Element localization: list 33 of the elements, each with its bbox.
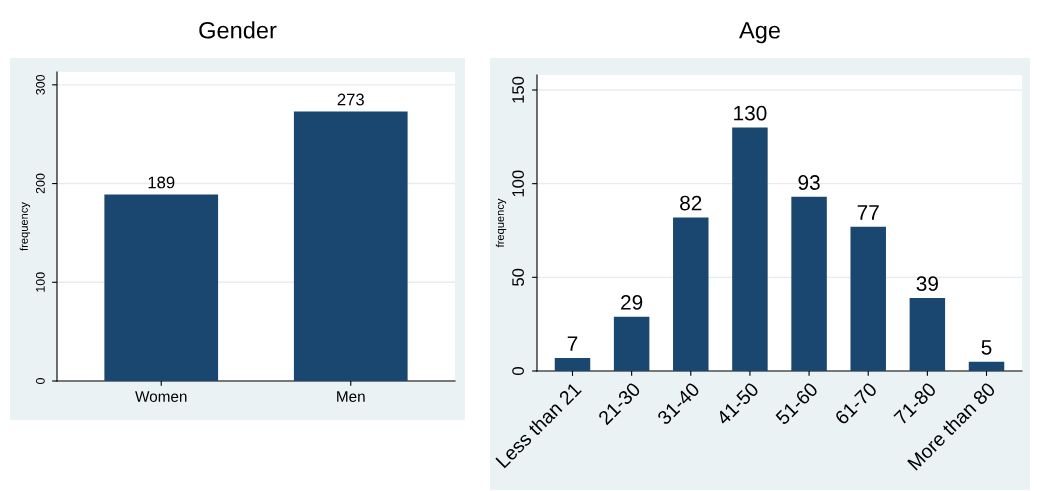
- data-label: 7: [567, 336, 578, 351]
- bar: [613, 316, 650, 371]
- y-tick-label: 300: [35, 74, 45, 95]
- data-label: 82: [680, 195, 702, 211]
- bar: [968, 361, 1005, 371]
- data-label: 5: [981, 340, 992, 355]
- y-tick-label: 150: [512, 76, 524, 103]
- chart-title: Age: [739, 22, 780, 44]
- data-label: 189: [148, 176, 175, 189]
- chart-title: Gender: [199, 21, 277, 39]
- x-tick-label: Women: [135, 391, 187, 402]
- data-label: 273: [337, 93, 364, 106]
- x-tick-label: Men: [337, 391, 365, 402]
- bar: [850, 226, 886, 371]
- y-axis-title: frequency: [19, 202, 31, 251]
- y-tick-label: 0: [35, 378, 45, 384]
- x-tick-label: Less than 21: [494, 381, 582, 469]
- bar: [791, 196, 827, 371]
- bar: [554, 357, 591, 371]
- bar: [673, 217, 709, 371]
- data-label: 130: [734, 105, 767, 121]
- bar: [732, 127, 768, 371]
- y-tick-label: 50: [512, 268, 524, 286]
- bar: [909, 297, 946, 371]
- data-label: 29: [621, 295, 643, 310]
- y-tick-label: 200: [35, 173, 45, 194]
- y-axis-title: frequency: [495, 198, 507, 248]
- data-label: 39: [916, 276, 938, 292]
- y-tick-label: 100: [512, 170, 524, 197]
- data-label: 93: [798, 175, 820, 190]
- y-tick-label: 100: [35, 272, 45, 292]
- y-tick-label: 0: [512, 367, 524, 375]
- data-label: 77: [857, 205, 879, 220]
